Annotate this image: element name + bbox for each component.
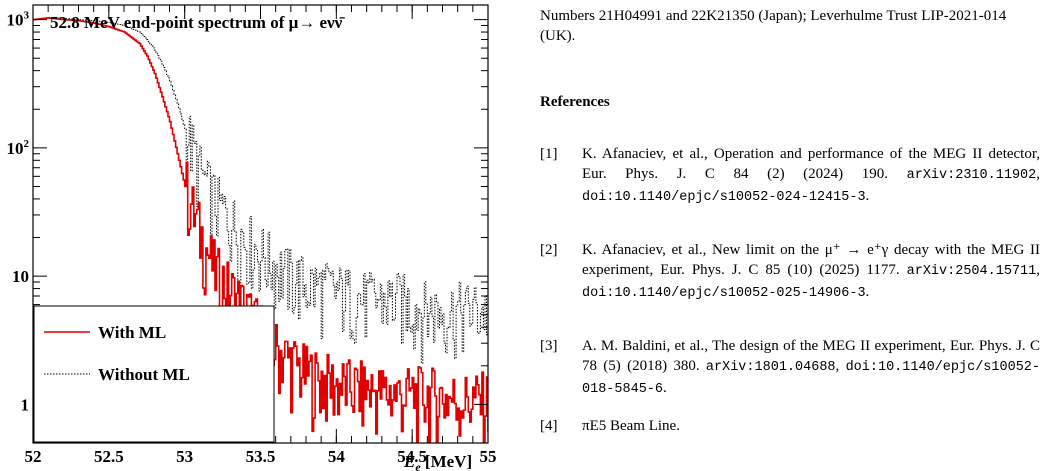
y-tick-label: 103	[7, 10, 30, 30]
x-tick-label: 52.5	[94, 447, 124, 466]
reference-text: K. Afanaciev, et al., Operation and perf…	[582, 146, 1040, 205]
reference-citation: K. Afanaciev, et al., Operation and perf…	[582, 146, 1040, 182]
references-heading: References	[540, 94, 610, 110]
reference-text: K. Afanaciev, et al., New limit on the μ…	[582, 242, 1040, 301]
y-tick-label: 102	[7, 138, 30, 158]
reference-number: [3]	[540, 338, 558, 354]
funding-text: Numbers 21H04991 and 22K21350 (Japan); L…	[540, 8, 1007, 44]
x-tick-label: 53	[176, 447, 193, 466]
x-tick-label: 52	[25, 447, 42, 466]
reference-number: [1]	[540, 146, 558, 162]
x-tick-label: 55	[480, 447, 497, 466]
arxiv-link[interactable]: arXiv:1801.04688	[705, 360, 836, 375]
x-tick-label: 54.5	[397, 447, 427, 466]
reference-citation: πE5 Beam Line.	[582, 418, 680, 434]
spectrum-chart: 52 52.5 53 53.5 54 54.5 55 1 10 102 103 With ML Wit…	[7, 4, 497, 471]
doi-link[interactable]: doi:10.1140/epjc/s10052-018-5845-6	[582, 360, 1041, 397]
arxiv-link[interactable]: arXiv:2504.15711	[906, 264, 1037, 279]
x-tick-label: 53.5	[246, 447, 276, 466]
doi-link[interactable]: doi:10.1140/epjc/s10052-024-12415-3	[582, 190, 866, 205]
reference-number: [2]	[540, 242, 558, 258]
reference-text: A. M. Baldini, et al., The design of the…	[582, 338, 1041, 397]
reference-citation: K. Afanaciev, et al., New limit on the μ…	[582, 242, 1040, 278]
series-line-without-ml	[33, 16, 488, 364]
reference-citation: A. M. Baldini, et al., The design of the…	[582, 338, 1040, 374]
doi-link[interactable]: doi:10.1140/epjc/s10052-025-14906-3	[582, 286, 866, 301]
legend-label: Without ML	[98, 365, 190, 384]
reference-item: [4] πE5 Beam Line.	[540, 416, 1040, 436]
x-tick-label: 54	[328, 447, 346, 466]
chart-title: 52.8 MeV end-point spectrum of μ→ eνν̄	[50, 13, 345, 32]
reference-number: [4]	[540, 418, 558, 434]
spectrum-figure: 52 52.5 53 53.5 54 54.5 55 1 10 102 103 With ML Wit…	[0, 0, 500, 471]
y-tick-label: 10	[12, 267, 29, 286]
reference-item: [3] A. M. Baldini, et al., The design of …	[540, 336, 1040, 400]
reference-item: [2] K. Afanaciev, et al., New limit on th…	[540, 240, 1040, 304]
x-axis-label: Ee [MeV]	[403, 452, 472, 471]
reference-item: [1] K. Afanaciev, et al., Operation and p…	[540, 144, 1040, 208]
y-tick-label: 1	[21, 395, 30, 414]
arxiv-link[interactable]: arXiv:2310.11902	[906, 168, 1037, 183]
reference-text: πE5 Beam Line.	[582, 416, 1040, 436]
legend-label: With ML	[98, 323, 166, 342]
